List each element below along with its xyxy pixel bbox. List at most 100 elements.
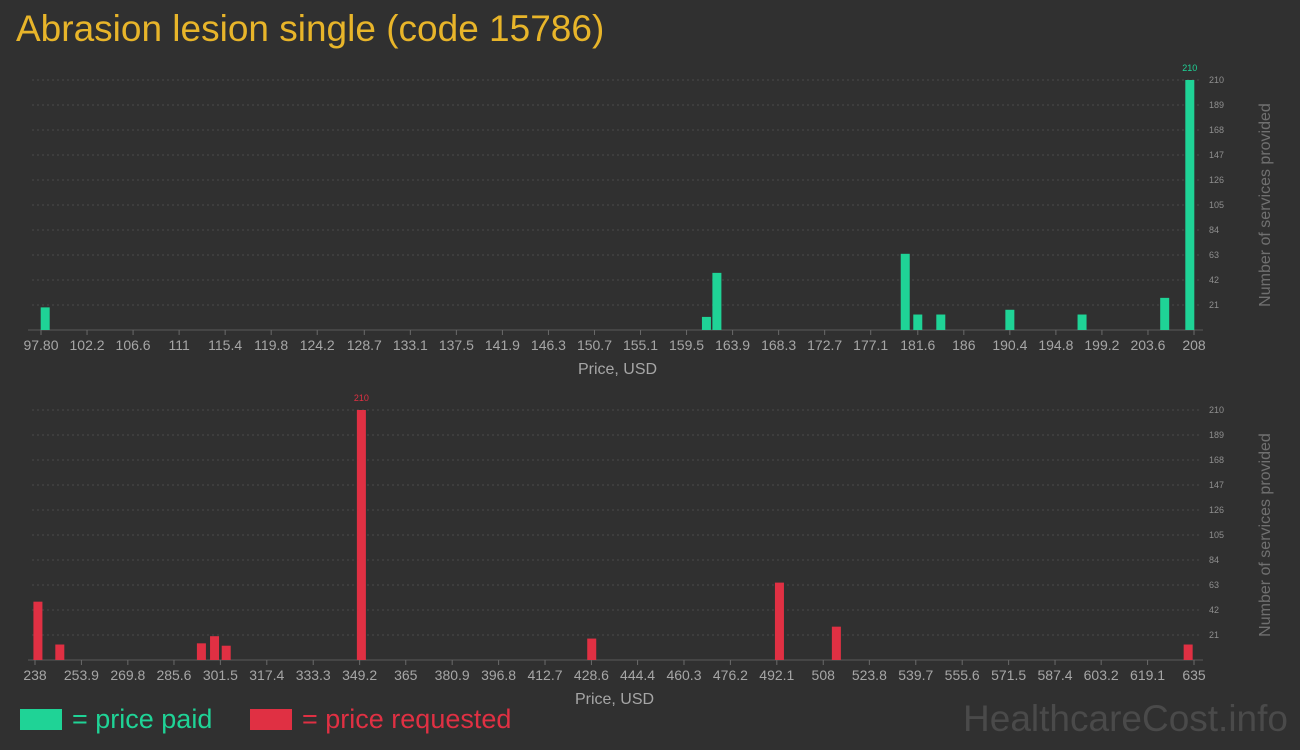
paid-x-tick-label: 190.4	[992, 337, 1027, 353]
paid-y-tick-label: 105	[1209, 200, 1224, 210]
watermark: HealthcareCost.info	[963, 698, 1288, 739]
requested-y-tick-label: 126	[1209, 505, 1224, 515]
requested-bar	[221, 645, 231, 660]
requested-x-tick-label: 508	[812, 667, 836, 683]
requested-x-tick-label: 539.7	[898, 667, 933, 683]
requested-bar	[831, 626, 841, 660]
paid-bar	[1005, 309, 1015, 330]
requested-y-tick-label: 105	[1209, 530, 1224, 540]
paid-x-tick-label: 159.5	[669, 337, 704, 353]
requested-x-tick-label: 380.9	[435, 667, 470, 683]
paid-x-tick-label: 172.7	[807, 337, 842, 353]
requested-x-tick-label: 523.8	[852, 667, 887, 683]
paid-x-tick-label: 106.6	[116, 337, 151, 353]
requested-x-tick-label: 492.1	[759, 667, 794, 683]
requested-y-tick-label: 147	[1209, 480, 1224, 490]
paid-bar	[701, 316, 711, 330]
requested-bar	[55, 644, 65, 660]
requested-bar	[1183, 644, 1193, 660]
paid-bar	[913, 314, 923, 330]
requested-x-tick-label: 587.4	[1038, 667, 1073, 683]
legend-swatch-requested	[250, 709, 292, 730]
legend-swatch-paid	[20, 709, 62, 730]
legend-label-paid: = price paid	[72, 704, 213, 734]
paid-bar	[1160, 297, 1170, 330]
paid-y-tick-label: 42	[1209, 275, 1219, 285]
requested-peak-label: 210	[354, 393, 369, 403]
requested-x-tick-label: 333.3	[296, 667, 331, 683]
paid-y-tick-label: 189	[1209, 100, 1224, 110]
paid-x-tick-label: 97.80	[23, 337, 58, 353]
legend-label-requested: = price requested	[302, 704, 512, 734]
requested-y-tick-label: 21	[1209, 630, 1219, 640]
requested-x-tick-label: 635	[1182, 667, 1206, 683]
requested-x-tick-label: 619.1	[1130, 667, 1165, 683]
requested-x-tick-label: 444.4	[620, 667, 655, 683]
paid-x-tick-label: 102.2	[70, 337, 105, 353]
requested-x-tick-label: 238	[23, 667, 47, 683]
paid-y-axis-label: Number of services provided	[1257, 103, 1274, 307]
requested-bar	[356, 410, 366, 660]
paid-peak-label: 210	[1182, 63, 1197, 73]
paid-x-tick-label: 163.9	[715, 337, 750, 353]
paid-bar	[712, 272, 722, 330]
requested-x-tick-label: 476.2	[713, 667, 748, 683]
paid-x-tick-label: 115.4	[208, 337, 242, 353]
requested-y-tick-label: 42	[1209, 605, 1219, 615]
paid-x-axis-label: Price, USD	[578, 361, 657, 378]
requested-bar	[774, 582, 784, 660]
requested-x-tick-label: 301.5	[203, 667, 238, 683]
paid-x-tick-label: 119.8	[254, 337, 288, 353]
paid-y-tick-label: 21	[1209, 300, 1219, 310]
paid-x-tick-label: 194.8	[1038, 337, 1073, 353]
paid-y-tick-label: 126	[1209, 175, 1224, 185]
paid-y-tick-label: 63	[1209, 250, 1219, 260]
paid-x-tick-label: 128.7	[347, 337, 382, 353]
paid-x-tick-label: 186	[952, 337, 976, 353]
requested-x-tick-label: 555.6	[945, 667, 980, 683]
requested-y-tick-label: 210	[1209, 405, 1224, 415]
paid-bar	[1185, 80, 1195, 330]
requested-y-tick-label: 84	[1209, 555, 1219, 565]
requested-x-tick-label: 365	[394, 667, 418, 683]
requested-x-tick-label: 571.5	[991, 667, 1026, 683]
paid-y-tick-label: 210	[1209, 75, 1224, 85]
paid-bar	[900, 253, 910, 330]
paid-bar	[936, 314, 946, 330]
paid-bar	[40, 307, 50, 330]
requested-x-tick-label: 603.2	[1084, 667, 1119, 683]
requested-x-axis-label: Price, USD	[575, 691, 654, 708]
paid-x-tick-label: 208	[1182, 337, 1206, 353]
paid-x-tick-label: 146.3	[531, 337, 566, 353]
paid-x-tick-label: 155.1	[623, 337, 658, 353]
paid-x-tick-label: 177.1	[853, 337, 888, 353]
requested-x-tick-label: 269.8	[110, 667, 145, 683]
paid-x-tick-label: 141.9	[485, 337, 520, 353]
requested-bar	[210, 636, 220, 660]
legend-price-paid: = price paid	[20, 704, 212, 735]
paid-x-tick-label: 203.6	[1130, 337, 1165, 353]
paid-bar	[1077, 314, 1087, 330]
requested-x-tick-label: 428.6	[574, 667, 609, 683]
requested-y-tick-label: 63	[1209, 580, 1219, 590]
requested-x-tick-label: 412.7	[527, 667, 562, 683]
paid-y-tick-label: 168	[1209, 125, 1224, 135]
requested-x-tick-label: 349.2	[342, 667, 377, 683]
paid-x-tick-label: 181.6	[900, 337, 935, 353]
paid-x-tick-label: 199.2	[1084, 337, 1119, 353]
page-title: Abrasion lesion single (code 15786)	[16, 8, 605, 49]
paid-x-tick-label: 124.2	[300, 337, 335, 353]
paid-x-tick-label: 150.7	[577, 337, 612, 353]
paid-x-tick-label: 133.1	[393, 337, 428, 353]
requested-x-tick-label: 253.9	[64, 667, 99, 683]
requested-bar	[587, 638, 597, 660]
requested-x-tick-label: 396.8	[481, 667, 516, 683]
paid-y-tick-label: 84	[1209, 225, 1219, 235]
requested-bar	[196, 643, 206, 660]
requested-x-tick-label: 317.4	[249, 667, 284, 683]
requested-x-tick-label: 460.3	[666, 667, 701, 683]
requested-x-tick-label: 285.6	[156, 667, 191, 683]
requested-y-tick-label: 189	[1209, 430, 1224, 440]
